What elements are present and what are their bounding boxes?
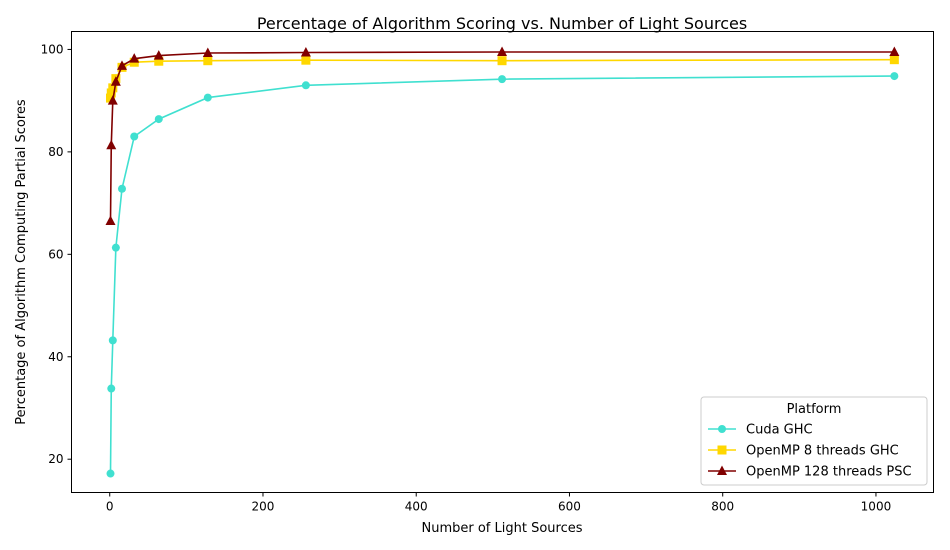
data-point <box>497 46 508 56</box>
y-tick-label: 80 <box>48 145 63 159</box>
y-tick-label: 100 <box>41 42 64 56</box>
series-layer <box>105 46 900 478</box>
data-point <box>889 55 899 65</box>
data-point <box>106 469 115 478</box>
data-point <box>130 132 139 141</box>
legend-item: OpenMP 8 threads GHC <box>708 444 899 459</box>
data-point <box>106 93 116 103</box>
data-point <box>108 336 117 345</box>
x-tick-label: 600 <box>558 500 581 514</box>
x-tick-label: 1000 <box>861 500 892 514</box>
data-point <box>301 81 310 90</box>
data-point <box>154 115 163 124</box>
legend-swatch-marker <box>717 445 727 455</box>
legend-box <box>700 396 928 486</box>
plot-area <box>71 31 934 493</box>
data-point <box>202 47 213 58</box>
legend: Platform Cuda GHC OpenMP 8 threads GHC Ope… <box>700 396 928 486</box>
y-axis-label: Percentage of Algorithm Computing Partia… <box>14 99 29 425</box>
y-tick-label: 40 <box>48 350 63 364</box>
series-1 <box>106 72 899 478</box>
data-point <box>203 56 213 66</box>
x-tick-label: 800 <box>711 500 734 514</box>
data-point <box>107 384 116 393</box>
data-point <box>498 75 507 84</box>
y-tick-label: 20 <box>48 452 63 466</box>
data-point <box>129 53 140 63</box>
legend-item: Cuda GHC <box>708 423 813 438</box>
data-point <box>108 83 118 93</box>
legend-title: Platform <box>787 402 842 417</box>
x-tick-label: 0 <box>106 500 114 514</box>
data-point <box>153 50 164 60</box>
legend-label: OpenMP 128 threads PSC <box>746 465 912 480</box>
legend-item: OpenMP 128 threads PSC <box>708 465 912 480</box>
data-point <box>111 243 120 252</box>
data-point <box>300 47 311 57</box>
legend-swatch-marker <box>718 425 726 433</box>
data-point <box>116 60 127 70</box>
data-point <box>117 184 126 193</box>
legend-label: Cuda GHC <box>746 423 813 438</box>
data-point <box>301 55 311 65</box>
y-axis-ticks: 20 40 60 80 100 <box>41 42 72 466</box>
y-tick-label: 60 <box>48 247 63 261</box>
x-axis-label: Number of Light Sources <box>421 521 582 536</box>
x-tick-label: 200 <box>252 500 275 514</box>
legend-items: Cuda GHC OpenMP 8 threads GHC OpenMP 128 t… <box>708 423 912 480</box>
data-point <box>110 76 121 86</box>
data-point <box>890 72 899 81</box>
data-point <box>203 93 212 102</box>
data-point <box>106 139 117 150</box>
data-point <box>105 215 116 226</box>
x-tick-label: 400 <box>405 500 428 514</box>
chart-title: Percentage of Algorithm Scoring vs. Numb… <box>257 14 747 33</box>
data-point <box>107 95 118 105</box>
data-point <box>154 56 164 66</box>
series-3 <box>105 46 900 226</box>
legend-swatch-marker <box>717 465 727 475</box>
data-point <box>889 46 900 56</box>
data-point <box>497 56 507 66</box>
data-point <box>106 88 116 98</box>
legend-label: OpenMP 8 threads GHC <box>746 444 899 459</box>
x-axis-ticks: 0 200 400 600 800 1000 <box>106 492 892 514</box>
